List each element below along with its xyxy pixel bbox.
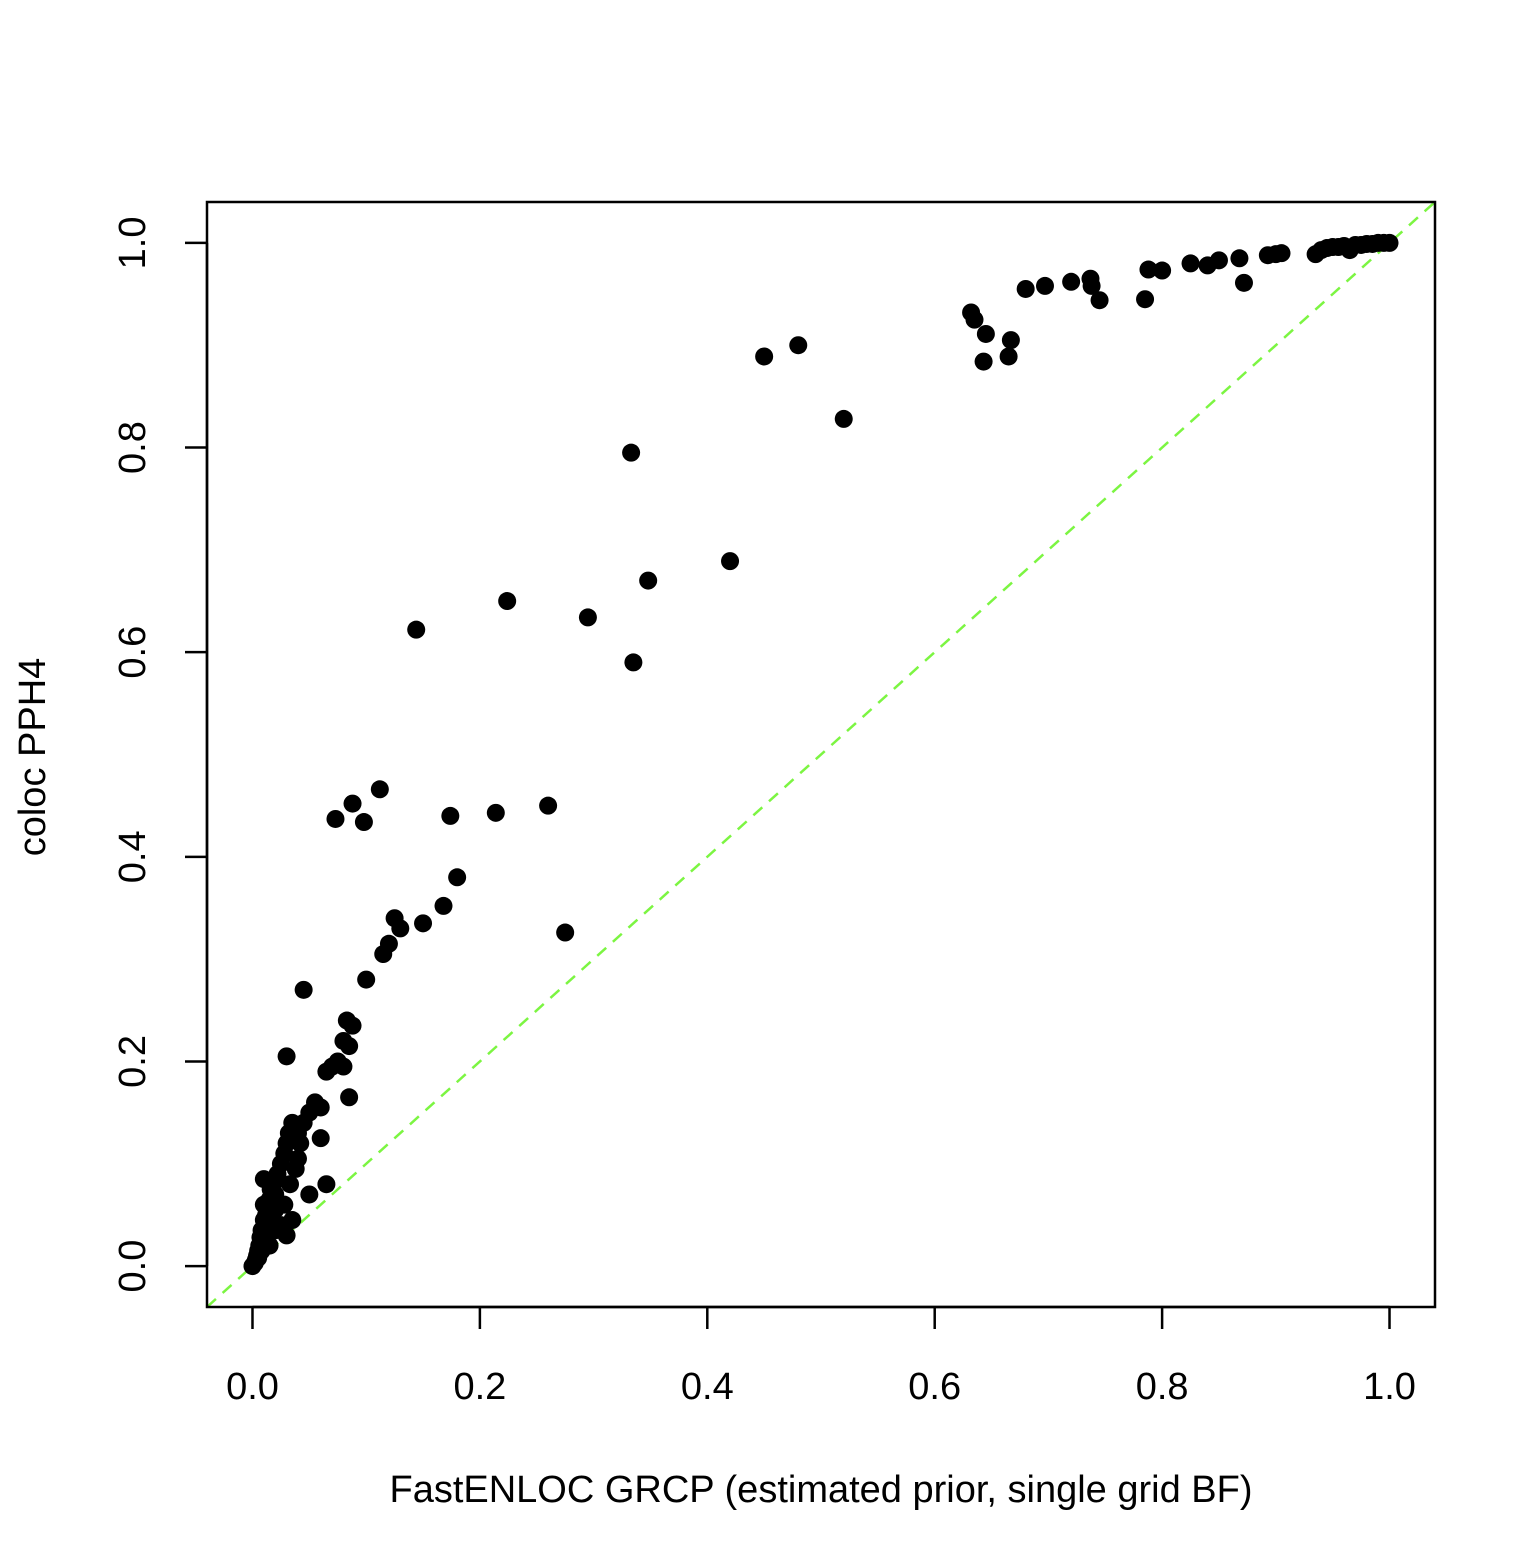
data-point — [639, 571, 658, 590]
data-point — [340, 1088, 359, 1107]
data-point — [391, 919, 410, 938]
y-axis-label: coloc PPH4 — [12, 658, 54, 857]
data-point — [622, 443, 641, 462]
data-point — [354, 813, 373, 832]
data-point — [1380, 233, 1399, 252]
data-point — [721, 552, 740, 571]
data-point — [311, 1129, 330, 1148]
data-point — [965, 310, 984, 329]
data-point — [1136, 290, 1155, 309]
data-point — [326, 809, 345, 828]
data-point — [1272, 244, 1291, 263]
data-point — [379, 934, 398, 953]
y-tick-label: 0.8 — [112, 421, 154, 474]
data-point — [1139, 260, 1158, 279]
data-point — [1062, 272, 1081, 291]
data-point — [288, 1149, 307, 1168]
data-point — [1082, 276, 1101, 295]
data-point — [263, 1211, 282, 1230]
data-point — [334, 1057, 353, 1076]
data-point — [556, 923, 575, 942]
data-point — [1016, 279, 1035, 298]
data-point — [254, 1170, 273, 1189]
data-point — [343, 794, 362, 813]
data-point — [275, 1195, 294, 1214]
data-point — [498, 592, 517, 611]
data-point — [1230, 249, 1249, 268]
data-point — [789, 336, 808, 355]
data-point — [434, 896, 453, 915]
data-points — [243, 233, 1399, 1276]
data-point — [486, 803, 505, 822]
data-point — [1209, 251, 1228, 270]
data-point — [1001, 331, 1020, 350]
data-point — [1181, 254, 1200, 273]
data-point — [539, 796, 558, 815]
data-point — [317, 1175, 336, 1194]
x-tick-label: 0.0 — [226, 1366, 279, 1408]
y-tick-label: 0.6 — [112, 626, 154, 679]
data-point — [1153, 261, 1172, 280]
data-point — [407, 620, 426, 639]
y-tick-label: 0.2 — [112, 1035, 154, 1088]
data-point — [281, 1175, 300, 1194]
data-point — [834, 409, 853, 428]
data-point — [974, 352, 993, 371]
x-tick-label: 0.2 — [453, 1366, 506, 1408]
x-axis: 0.0 0.2 0.4 0.6 0.8 1.0 — [226, 1305, 1416, 1408]
data-point — [578, 608, 597, 627]
data-point — [755, 347, 774, 366]
x-tick-label: 0.4 — [681, 1366, 734, 1408]
y-tick-label: 0.0 — [112, 1240, 154, 1293]
data-point — [370, 780, 389, 799]
y-tick-label: 1.0 — [112, 217, 154, 270]
data-point — [311, 1098, 330, 1117]
data-point — [999, 347, 1018, 366]
data-point — [257, 1226, 276, 1245]
y-axis: 0.0 0.2 0.4 0.6 0.8 1.0 — [112, 217, 209, 1293]
data-point — [414, 914, 433, 933]
data-point — [441, 806, 460, 825]
data-point — [343, 1016, 362, 1035]
data-point — [357, 970, 376, 989]
y-tick-label: 0.4 — [112, 830, 154, 883]
data-point — [277, 1047, 296, 1066]
data-point — [1090, 291, 1109, 310]
reference-line-identity — [207, 202, 1435, 1307]
data-point — [249, 1248, 268, 1267]
data-point — [976, 324, 995, 343]
x-tick-label: 1.0 — [1363, 1366, 1416, 1408]
data-point — [291, 1134, 310, 1153]
data-point — [1234, 273, 1253, 292]
data-point — [624, 653, 643, 672]
data-point — [448, 868, 467, 887]
data-point — [294, 980, 313, 999]
data-point — [340, 1037, 359, 1056]
x-tick-label: 0.6 — [908, 1366, 961, 1408]
data-point — [1035, 276, 1054, 295]
x-axis-label: FastENLOC GRCP (estimated prior, single … — [389, 1469, 1252, 1511]
data-point — [300, 1185, 319, 1204]
x-tick-label: 0.8 — [1136, 1366, 1189, 1408]
